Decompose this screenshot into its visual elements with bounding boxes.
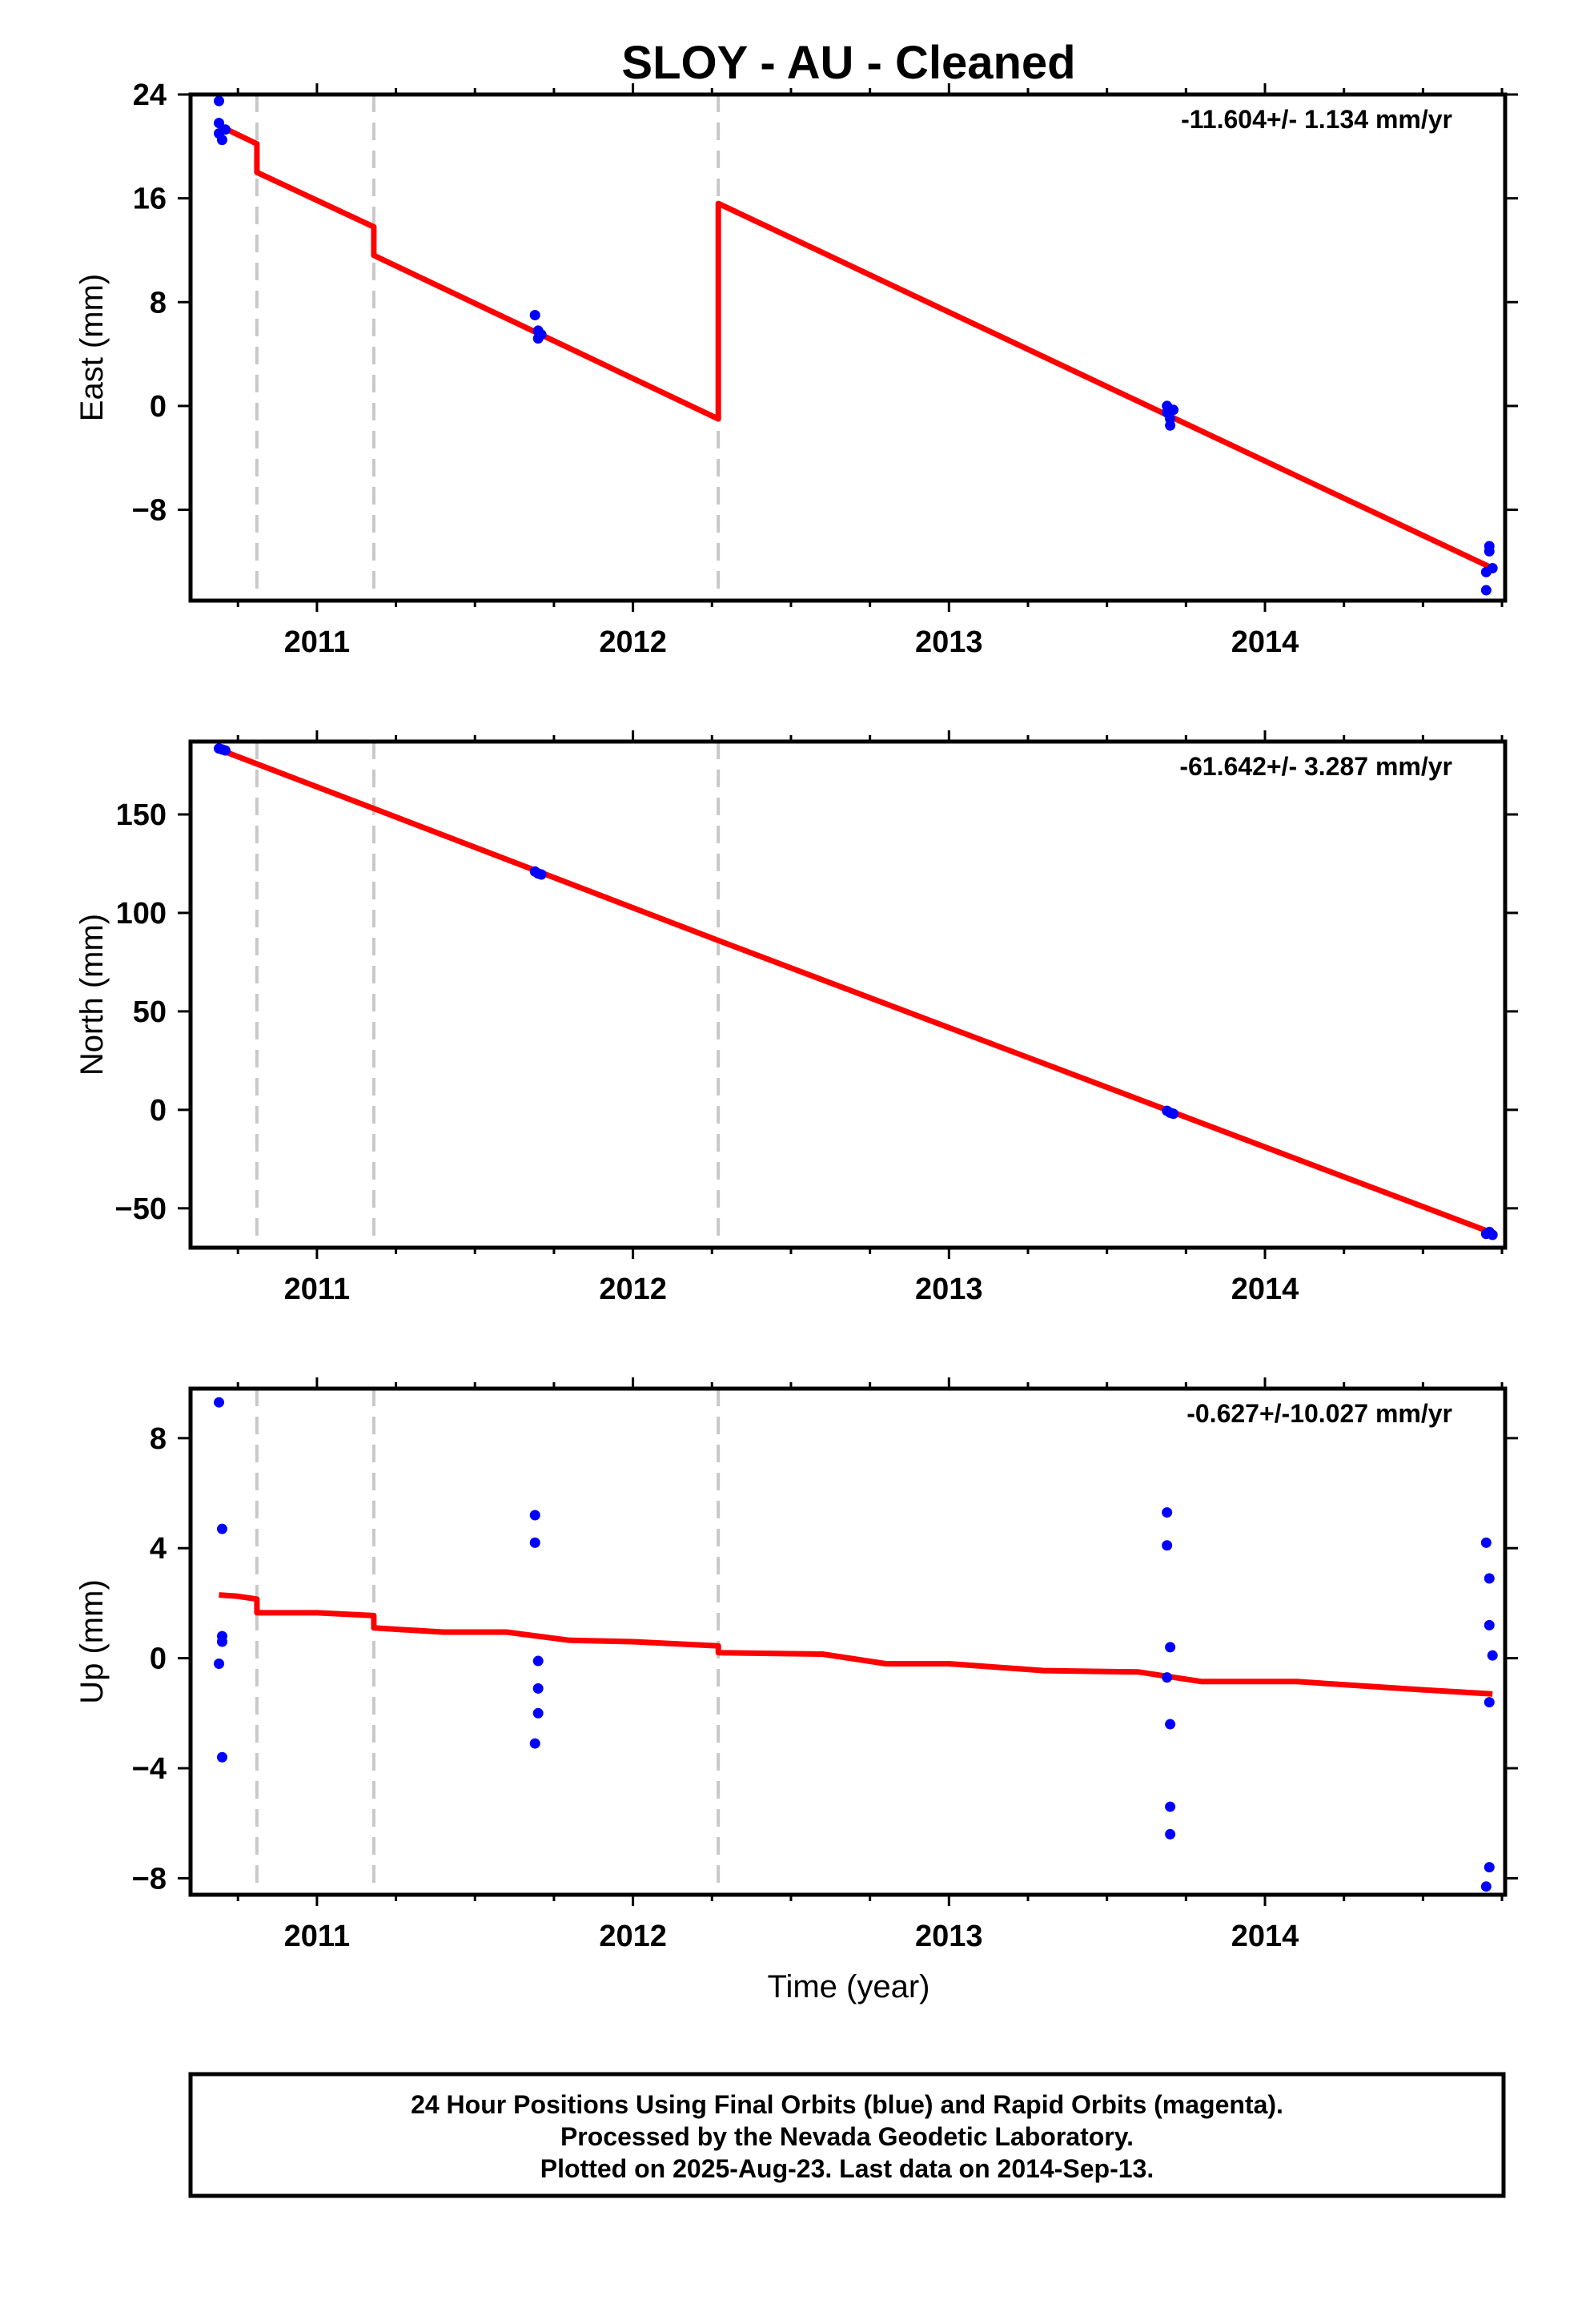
x-tick-label: 2014 [1231,625,1299,659]
x-tick-label: 2014 [1231,1920,1299,1953]
data-point [214,95,225,107]
model-line [217,123,1494,571]
panel-frame [188,739,1508,1250]
model-line [219,1592,1493,1697]
footer-frame [188,2072,1506,2198]
x-tick-label: 2011 [284,1273,350,1306]
data-point [529,1510,540,1521]
data-point [536,329,547,340]
data-point [1487,1229,1498,1240]
data-point [1165,1642,1176,1653]
x-tick-label: 2011 [284,625,350,659]
y-tick-label: 150 [116,798,167,832]
y-tick-label: −4 [132,1752,167,1786]
data-point [529,1537,540,1548]
data-point [1165,1801,1176,1812]
data-point [1168,1108,1179,1120]
data-point [1168,404,1179,416]
footer-line-3: Plotted on 2025-Aug-23. Last data on 201… [540,2154,1154,2183]
panel-frame [188,92,1508,603]
model-line [218,746,1494,1236]
data-point [216,1523,227,1534]
y-tick-label: 4 [150,1532,167,1566]
velocity-label: -0.627+/-10.027 mm/yr [1186,1399,1452,1428]
data-point [219,124,231,135]
x-tick-label: 2013 [915,1273,983,1306]
y-tick-label: 0 [150,1094,167,1128]
data-point [532,1655,544,1667]
data-point [529,1738,540,1749]
footer-line-1: 24 Hour Positions Using Final Orbits (bl… [411,2090,1283,2119]
y-tick-label: 16 [133,183,167,216]
y-tick-label: 100 [116,897,167,931]
panel-1: 2011 2012 2013 2014 −8 0 8 16 24 -11.604+/- 1.134… [74,78,1518,659]
x-tick-label: 2012 [599,1273,667,1306]
x-axis-label: Time (year) [768,1969,930,2004]
panel-2: 2011 2012 2013 2014 −50 0 50 100 150 -61.642+/- 3… [74,730,1518,1306]
velocity-label: -61.642+/- 3.287 mm/yr [1179,752,1452,781]
data-point [1484,545,1495,557]
x-tick-label: 2012 [599,1920,667,1953]
y-tick-label: 0 [150,390,167,424]
chart-title: SLOY - AU - Cleaned [621,37,1075,89]
data-point [214,118,225,129]
y-axis-label: Up (mm) [74,1579,110,1704]
data-point [1162,1507,1173,1518]
x-tick-label: 2011 [284,1920,350,1953]
data-point [532,1683,544,1694]
y-tick-label: 24 [133,78,167,112]
y-tick-label: −50 [115,1192,167,1226]
data-point [1480,1881,1492,1892]
footer-line-2: Processed by the Nevada Geodetic Laborat… [560,2122,1134,2151]
data-point [1487,1650,1498,1661]
data-point [1480,585,1492,596]
footer-box: 24 Hour Positions Using Final Orbits (bl… [188,2072,1506,2198]
y-axis-label: East (mm) [74,274,110,421]
data-point [1480,1537,1492,1548]
panels: 2011 2012 2013 2014 −8 0 8 16 24 -11.604+/- 1.134… [74,78,1518,1953]
y-tick-label: 8 [150,286,167,320]
data-point [1165,1828,1176,1839]
data-point [1484,1619,1495,1630]
data-point [536,869,547,880]
y-tick-label: 8 [150,1422,167,1456]
data-point [216,1751,227,1763]
panel-frame [188,1386,1508,1897]
data-point [1484,1573,1495,1584]
panel-3: 2011 2012 2013 2014 −8 −4 0 4 8 -0.627+/-10.027 m… [74,1377,1518,1953]
data-point [219,745,231,756]
data-point [1165,1719,1176,1730]
data-point [214,1397,225,1408]
data-point [216,1636,227,1647]
y-tick-label: 0 [150,1642,167,1676]
velocity-label: -11.604+/- 1.134 mm/yr [1181,105,1452,134]
data-point [1165,413,1176,424]
data-point [1487,562,1498,573]
data-point [1162,1540,1173,1551]
y-tick-label: 50 [133,995,167,1029]
data-point [1162,1672,1173,1683]
x-tick-label: 2013 [915,1920,983,1953]
y-tick-label: −8 [132,494,167,528]
data-point [532,1707,544,1719]
x-tick-label: 2014 [1231,1273,1299,1306]
x-tick-label: 2012 [599,625,667,659]
x-tick-label: 2013 [915,625,983,659]
data-point [1484,1697,1495,1708]
data-point [216,135,227,146]
data-point [529,309,540,320]
y-tick-label: −8 [132,1862,167,1896]
y-axis-label: North (mm) [74,914,110,1076]
data-point [1484,1862,1495,1873]
data-point [214,1658,225,1669]
